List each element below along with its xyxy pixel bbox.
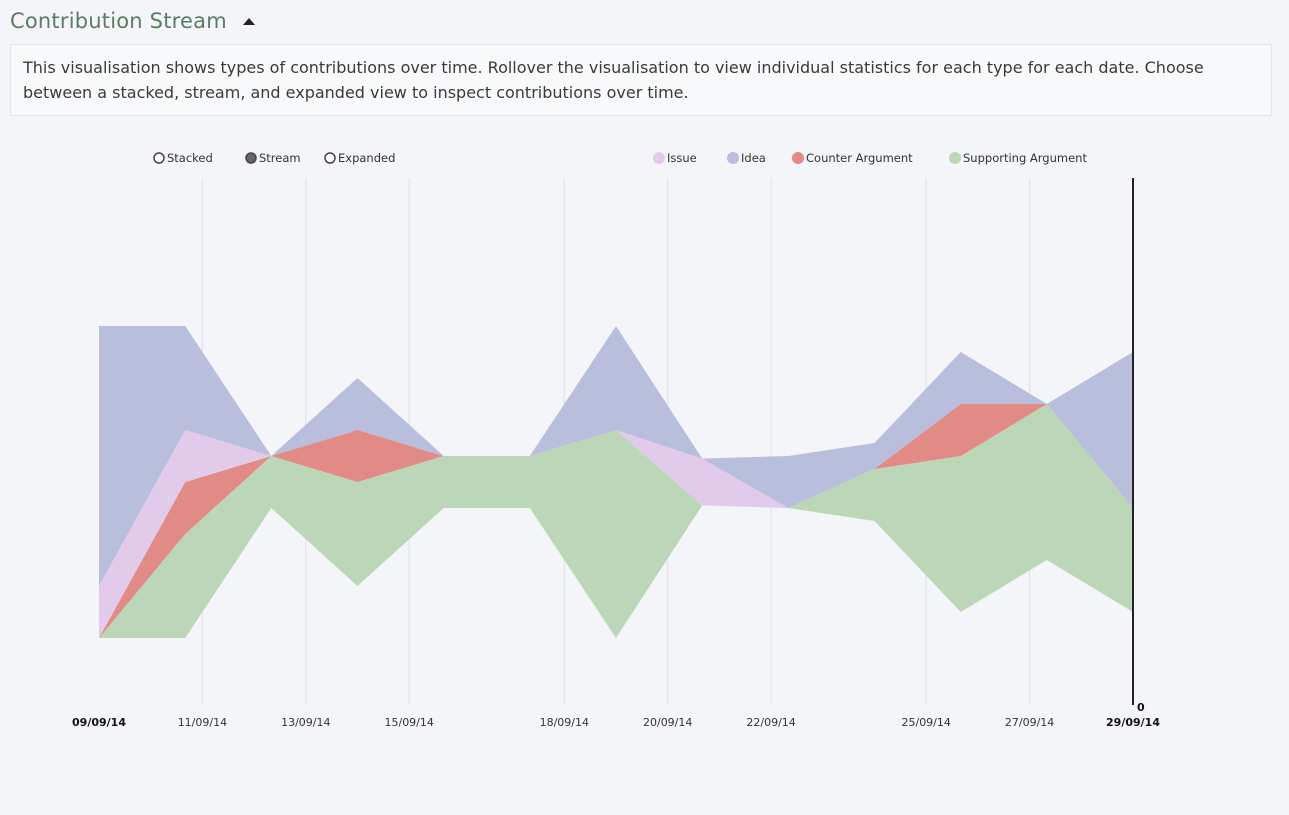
- x-tick-label: 27/09/14: [1005, 716, 1054, 729]
- x-tick-label: 20/09/14: [643, 716, 692, 729]
- x-tick-label: 11/09/14: [178, 716, 227, 729]
- legend-swatch: [792, 152, 804, 164]
- x-tick-label: 09/09/14: [72, 716, 126, 729]
- view-option-label: Expanded: [338, 151, 395, 165]
- legend-swatch: [949, 152, 961, 164]
- stream-layers: [99, 326, 1133, 638]
- x-tick-label: 29/09/14: [1106, 716, 1160, 729]
- x-tick-label: 25/09/14: [901, 716, 950, 729]
- legend-swatch: [727, 152, 739, 164]
- radio-icon[interactable]: [153, 152, 165, 164]
- legend-label: Supporting Argument: [963, 151, 1087, 165]
- x-axis: 09/09/14 11/09/14 13/09/14 15/09/14 18/09/14…: [72, 716, 1160, 729]
- legend-label: Idea: [741, 151, 766, 165]
- layer-supporting-argument[interactable]: [99, 404, 1133, 638]
- legend-label: Counter Argument: [806, 151, 913, 165]
- collapse-arrow-icon[interactable]: [242, 17, 255, 25]
- x-tick-label: 15/09/14: [384, 716, 433, 729]
- legend-item-supporting-argument[interactable]: Supporting Argument: [949, 151, 1087, 165]
- header: Contribution Stream: [10, 6, 255, 36]
- view-option-label: Stacked: [167, 151, 213, 165]
- view-option-label: Stream: [259, 151, 301, 165]
- legend-item-idea[interactable]: Idea: [727, 151, 766, 165]
- layer-counter-argument[interactable]: [99, 404, 1133, 638]
- radio-icon[interactable]: [245, 152, 257, 164]
- page-title: Contribution Stream: [10, 9, 227, 33]
- description-box: This visualisation shows types of contri…: [10, 44, 1272, 116]
- layer-idea[interactable]: [99, 326, 1133, 586]
- x-tick-label: 22/09/14: [746, 716, 795, 729]
- view-option-stacked[interactable]: Stacked: [153, 151, 213, 165]
- legend: Issue Idea Counter Argument Supporting Argu…: [653, 151, 1087, 165]
- legend-item-counter-argument[interactable]: Counter Argument: [792, 151, 913, 165]
- view-mode-options: Stacked Stream Expanded: [153, 151, 395, 165]
- legend-label: Issue: [667, 151, 697, 165]
- legend-swatch: [653, 152, 665, 164]
- chart-container[interactable]: 09/09/14 11/09/14 13/09/14 15/09/14 18/09/14…: [0, 130, 1289, 811]
- x-tick-label: 18/09/14: [540, 716, 589, 729]
- radio-icon[interactable]: [324, 152, 336, 164]
- x-tick-label: 13/09/14: [281, 716, 330, 729]
- view-option-stream[interactable]: Stream: [245, 151, 301, 165]
- view-option-expanded[interactable]: Expanded: [324, 151, 395, 165]
- contribution-stream-chart[interactable]: 09/09/14 11/09/14 13/09/14 15/09/14 18/09/14…: [0, 130, 1289, 811]
- y-axis-zero-label: 0: [1137, 701, 1145, 714]
- legend-item-issue[interactable]: Issue: [653, 151, 697, 165]
